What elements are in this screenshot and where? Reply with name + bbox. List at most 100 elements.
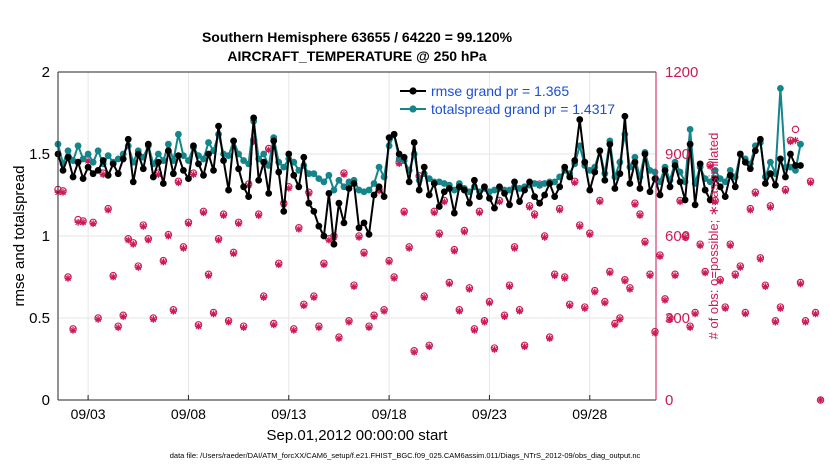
obs-assimilated-marker: [185, 220, 192, 228]
obs-assimilated-stroke: [446, 280, 453, 287]
obs-assimilated-stroke: [230, 250, 237, 257]
obs-assimilated-marker: [445, 280, 453, 288]
x-tick-label: 09/18: [372, 406, 407, 422]
rmse-point: [546, 180, 554, 187]
obs-assimilated-stroke: [591, 289, 598, 295]
obs-assimilated-stroke: [441, 198, 448, 205]
obs-assimilated-marker: [581, 305, 589, 312]
obs-assimilated-marker: [320, 261, 328, 269]
rmse-point: [119, 155, 127, 163]
obs-assimilated-marker: [792, 136, 799, 144]
totalspread-point: [315, 175, 323, 183]
rmse-point: [395, 150, 403, 158]
rmse-point: [787, 150, 794, 158]
obs-assimilated-marker: [691, 310, 699, 318]
obs-assimilated-marker: [345, 318, 353, 326]
obs-assimilated-stroke: [336, 335, 342, 342]
legend: rmse grand pr = 1.365 totalspread grand …: [400, 83, 615, 117]
rmse-point: [79, 175, 87, 183]
totalspread-point: [200, 155, 207, 163]
obs-assimilated-stroke: [160, 259, 167, 265]
obs-assimilated-marker: [671, 272, 679, 280]
obs-assimilated-stroke: [687, 324, 694, 331]
obs-assimilated-stroke: [185, 220, 192, 227]
rmse-point: [94, 167, 102, 174]
rmse-point: [335, 199, 343, 207]
rmse-point: [380, 193, 388, 201]
rmse-point: [405, 178, 413, 186]
rmse-point: [761, 180, 769, 187]
obs-assimilated-marker: [787, 138, 794, 146]
obs-assimilated-marker: [460, 228, 468, 236]
obs-assimilated-marker: [561, 274, 569, 282]
totalspread-point: [280, 163, 288, 171]
obs-assimilated-stroke: [225, 319, 232, 326]
obs-assimilated-stroke: [80, 219, 87, 226]
rmse-point: [486, 194, 493, 202]
obs-assimilated-marker: [641, 239, 649, 247]
rmse-point: [250, 114, 258, 122]
obs-assimilated-marker: [405, 244, 413, 252]
rmse-point: [164, 147, 172, 155]
right-tick-label: 0: [665, 392, 673, 409]
obs-assimilated-stroke: [802, 319, 809, 326]
obs-assimilated-stroke: [752, 190, 759, 197]
totalspread-point: [716, 175, 724, 183]
obs-assimilated-stroke: [115, 324, 122, 331]
obs-assimilated-marker: [205, 272, 212, 280]
obs-assimilated-stroke: [381, 308, 388, 315]
totalspread-point: [260, 150, 268, 158]
legend-rmse-label: rmse grand pr = 1.365: [431, 83, 569, 99]
obs-assimilated-stroke: [366, 324, 372, 331]
obs-assimilated-stroke: [421, 294, 428, 301]
rmse-point: [491, 204, 498, 212]
obs-assimilated-stroke: [772, 319, 779, 326]
obs-assimilated-stroke: [275, 261, 282, 268]
obs-assimilated-stroke: [315, 324, 322, 331]
obs-assimilated-marker: [606, 269, 614, 277]
obs-assimilated-marker: [782, 187, 789, 195]
obs-assimilated-marker: [295, 225, 303, 233]
obs-assimilated-marker: [681, 233, 689, 241]
x-axis-ticks: 09/03 09/08 09/13 09/18 09/23 09/28: [71, 395, 608, 422]
obs-assimilated-stroke: [722, 305, 729, 312]
obs-assimilated-stroke: [521, 343, 528, 350]
totalspread-point: [506, 186, 513, 194]
obs-assimilated-stroke: [672, 272, 679, 279]
data-file-footer: data file: /Users/raeder/DAI/ATM_forcXX/…: [170, 451, 641, 460]
obs-assimilated-marker: [175, 179, 182, 187]
obs-assimilated-marker: [200, 209, 207, 217]
obs-assimilated-stroke: [356, 234, 362, 241]
obs-assimilated-marker: [777, 305, 784, 312]
obs-assimilated-marker: [290, 326, 298, 334]
rmse-point: [571, 157, 579, 164]
obs-assimilated-marker: [651, 329, 659, 337]
obs-assimilated-marker: [736, 264, 744, 271]
rmse-point: [516, 198, 523, 205]
obs-assimilated-stroke: [546, 335, 553, 342]
rmse-point: [350, 180, 358, 187]
rmse-point: [455, 183, 463, 191]
obs-assimilated-marker: [119, 313, 127, 321]
totalspread-point: [631, 153, 639, 161]
obs-possible-marker: [791, 125, 800, 134]
totalspread-point: [320, 178, 328, 186]
rmse-point: [686, 140, 694, 148]
obs-assimilated-stroke: [526, 204, 533, 211]
rmse-point: [89, 170, 97, 178]
obs-assimilated-stroke: [325, 237, 332, 244]
rmse-point: [631, 158, 639, 166]
rmse-point: [696, 160, 704, 168]
obs-assimilated-marker: [571, 179, 579, 187]
obs-assimilated-stroke: [431, 209, 438, 216]
rmse-point: [470, 176, 478, 184]
rmse-point: [285, 150, 293, 158]
obs-assimilated-marker: [807, 179, 814, 187]
obs-assimilated-marker: [180, 244, 187, 252]
rmse-point: [797, 162, 804, 169]
rmse-point: [355, 224, 363, 232]
obs-assimilated-stroke: [631, 201, 638, 208]
totalspread-point: [175, 130, 182, 138]
obs-assimilated-marker: [215, 236, 222, 244]
right-tick-label: 900: [665, 146, 690, 163]
